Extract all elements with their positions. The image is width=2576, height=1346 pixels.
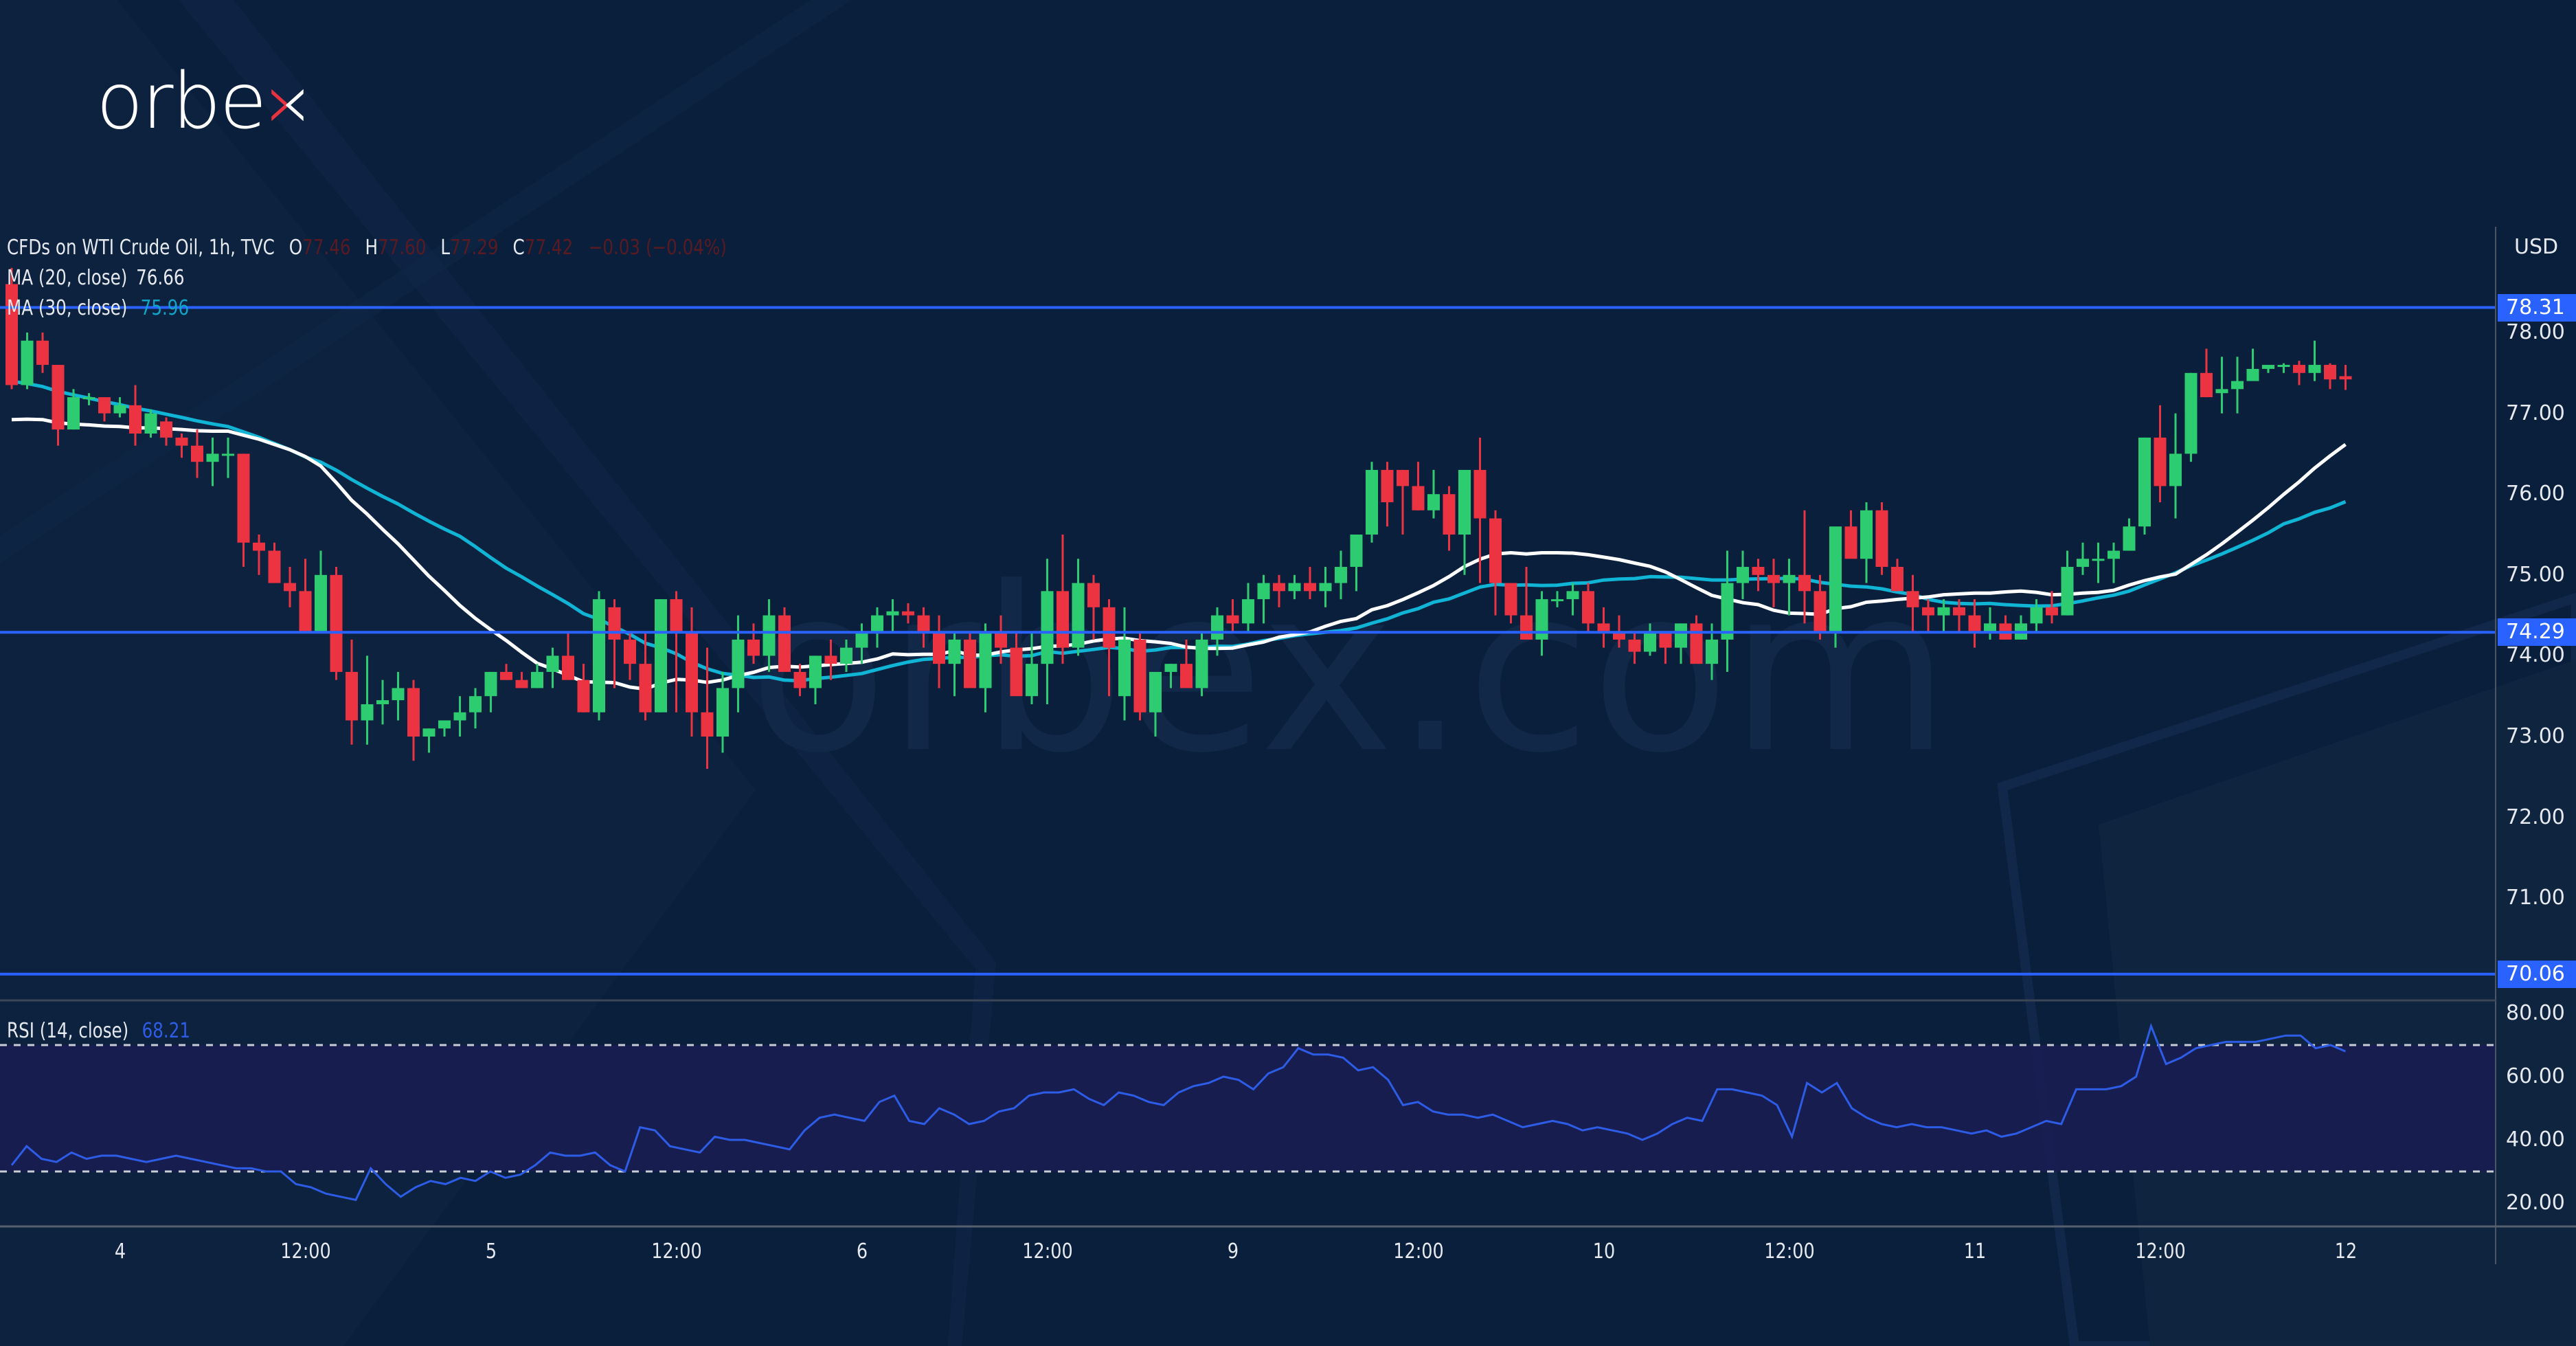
rsi-label: RSI (14, close) [7,1019,129,1043]
watermark: orbex.com [749,539,1950,803]
close-value: 77.42 [524,236,574,260]
high-label: H [365,236,379,260]
rsi-value: 68.21 [142,1019,191,1043]
time-tick: 12 [2334,1240,2357,1264]
price-tick: 78.00 [2506,320,2565,344]
open-label: O [289,236,303,260]
ma30-legend[interactable]: MA (30, close) 75.96 [7,296,192,320]
ma20-value: 76.66 [136,266,185,290]
price-tick: 74.00 [2506,643,2565,668]
ma20-label: MA (20, close) [7,266,128,290]
logo-text: orbe [96,57,267,146]
rsi-pane [0,1022,2496,1202]
ma20-legend[interactable]: MA (20, close) 76.66 [7,266,188,290]
rsi-tick: 60.00 [2506,1064,2565,1088]
level-price-tag: 74.29 [2498,618,2576,647]
time-tick: 12:00 [2134,1240,2186,1264]
price-tick: 77.00 [2506,401,2565,425]
horizontal-levels[interactable] [0,306,2496,976]
logo-x-red: › [265,57,297,146]
symbol-name: CFDs on WTI Crude Oil, 1h, TVC [7,236,275,260]
time-tick: 6 [856,1240,868,1264]
logo-x: ‹ [280,57,310,146]
low-label: L [440,236,451,260]
close-label: C [512,236,525,260]
time-tick: 12:00 [1763,1240,1815,1264]
price-tick: 72.00 [2506,805,2565,829]
ma30-label: MA (30, close) [7,296,128,320]
change-value: −0.03 (−0.04%) [588,236,727,260]
time-tick: 11 [1963,1240,1986,1264]
symbol-legend: CFDs on WTI Crude Oil, 1h, TVC O77.46 H7… [7,236,730,260]
time-tick: 5 [485,1240,497,1264]
time-tick: 12:00 [651,1240,702,1264]
time-tick: 9 [1227,1240,1239,1264]
rsi-legend[interactable]: RSI (14, close) 68.21 [7,1019,194,1043]
ma30-value: 75.96 [140,296,190,320]
low-value: 77.29 [450,236,499,260]
level-price-tag: 70.06 [2498,960,2576,988]
high-value: 77.60 [378,236,427,260]
time-tick: 10 [1592,1240,1615,1264]
price-tick: 76.00 [2506,482,2565,506]
orbex-logo: orbe›‹ [96,63,310,140]
time-tick: 12:00 [280,1240,331,1264]
rsi-tick: 40.00 [2506,1128,2565,1152]
time-tick: 12:00 [1021,1240,1073,1264]
price-tick: 71.00 [2506,886,2565,910]
time-tick: 12:00 [1392,1240,1444,1264]
level-price-tag: 78.31 [2498,293,2576,322]
moving-averages [11,379,2347,691]
price-tick: 73.00 [2506,724,2565,748]
open-value: 77.46 [302,236,351,260]
rsi-tick: 20.00 [2506,1191,2565,1215]
currency-label: USD [2514,235,2559,259]
time-tick: 4 [114,1240,126,1264]
price-tick: 75.00 [2506,562,2565,587]
rsi-tick: 80.00 [2506,1001,2565,1025]
